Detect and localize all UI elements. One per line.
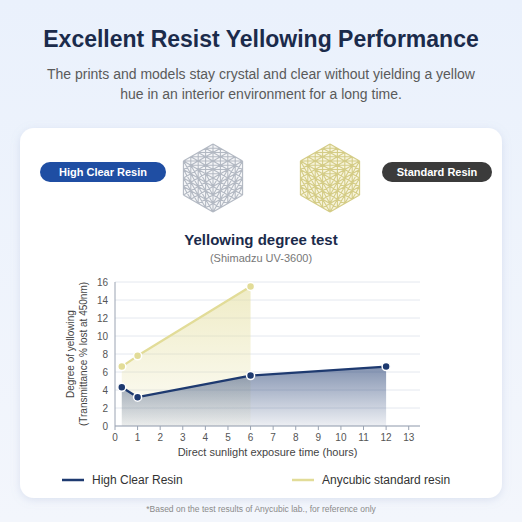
x-tick-label: 7 [270, 432, 276, 443]
title: Excellent Resist Yellowing Performance [43, 26, 478, 52]
pill-label: High Clear Resin [59, 166, 147, 178]
marker [247, 283, 255, 291]
legend-swatch [292, 479, 314, 482]
series-line [122, 367, 386, 398]
marker [382, 363, 390, 371]
marker [134, 393, 142, 401]
y-tick-label: 2 [102, 403, 108, 414]
grid-line [115, 318, 420, 319]
y-axis [115, 282, 116, 426]
pill [40, 162, 166, 182]
y-axis-title: Degree of yellowing [65, 310, 76, 398]
legend-swatch [62, 479, 84, 482]
x-tick-label: 11 [358, 432, 369, 443]
y-tick-label: 12 [97, 313, 109, 324]
x-tick [205, 426, 206, 430]
y-axis-title: (Transmittance % lost at 450nm) [78, 282, 89, 426]
x-tick-label: 3 [180, 432, 186, 443]
x-tick-label: 10 [335, 432, 347, 443]
subtitle: hue in an interior environment for a lon… [120, 86, 402, 102]
cube-body [183, 144, 242, 212]
x-tick-label: 6 [248, 432, 254, 443]
x-tick-label: 9 [316, 432, 322, 443]
y-tick-label: 16 [97, 277, 109, 288]
grid-line [115, 336, 420, 337]
legend-label: High Clear Resin [92, 473, 183, 487]
cube-lattice [183, 144, 242, 212]
y-tick-label: 10 [97, 331, 109, 342]
y-tick-label: 0 [102, 421, 108, 432]
x-tick [227, 426, 228, 430]
x-tick [363, 426, 364, 430]
legend-label: Anycubic standard resin [322, 473, 450, 487]
x-tick [318, 426, 319, 430]
plot-area [118, 283, 390, 427]
background [0, 0, 522, 522]
card [20, 128, 502, 498]
x-tick [160, 426, 161, 430]
x-tick [295, 426, 296, 430]
x-axis [115, 426, 420, 427]
y-tick-label: 4 [102, 385, 108, 396]
x-tick-label: 5 [225, 432, 231, 443]
x-tick [273, 426, 274, 430]
grid-line [115, 426, 420, 427]
y-tick-label: 6 [102, 367, 108, 378]
marker [134, 352, 142, 360]
x-tick-label: 0 [112, 432, 118, 443]
x-tick [408, 426, 409, 430]
x-tick [250, 426, 251, 430]
cube-icon [183, 144, 242, 212]
x-tick-label: 4 [203, 432, 209, 443]
cube-body [300, 144, 359, 212]
y-tick-label: 14 [97, 295, 109, 306]
area-fill [122, 367, 386, 426]
pill [382, 162, 492, 182]
series-line [122, 287, 251, 367]
marker [118, 363, 126, 371]
marker [247, 372, 255, 380]
subtitle: The prints and models stay crystal and c… [47, 66, 476, 82]
y-tick-label: 8 [102, 349, 108, 360]
x-axis-title: Direct sunlight exposure time (hours) [178, 446, 358, 458]
cube-icon [300, 144, 359, 212]
chart-subtitle: (Shimadzu UV-3600) [210, 252, 312, 264]
x-tick [340, 426, 341, 430]
cube-lattice [300, 144, 359, 212]
stage: Excellent Resist Yellowing Performance Th… [0, 0, 522, 522]
pill-label: Standard Resin [397, 166, 478, 178]
x-tick [386, 426, 387, 430]
grid-line [115, 282, 420, 283]
x-tick-label: 2 [157, 432, 163, 443]
x-tick-label: 8 [293, 432, 299, 443]
x-tick [137, 426, 138, 430]
x-tick [115, 426, 116, 430]
x-tick [182, 426, 183, 430]
chart-title: Yellowing degree test [184, 231, 337, 248]
x-tick-label: 12 [381, 432, 393, 443]
marker [118, 383, 126, 391]
footnote: *Based on the test results of Anycubic l… [146, 504, 376, 514]
grid-line [115, 300, 420, 301]
x-tick-label: 13 [403, 432, 415, 443]
x-tick-label: 1 [135, 432, 141, 443]
